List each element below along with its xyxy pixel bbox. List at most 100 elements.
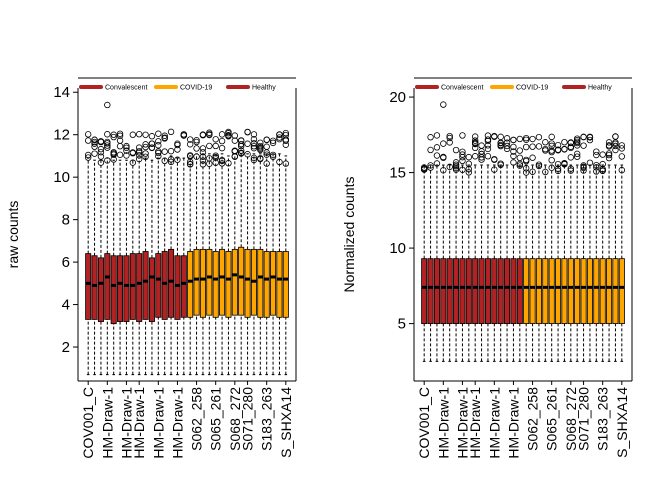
outlier-point [212, 159, 219, 166]
outlier-point [135, 144, 143, 151]
outlier-point [110, 131, 117, 138]
outlier-point [567, 139, 575, 146]
outlier-point [554, 167, 562, 175]
outlier-point [420, 166, 428, 173]
outlier-point [91, 136, 98, 143]
outlier-point [478, 142, 485, 149]
outlier-point [516, 160, 524, 168]
box [117, 255, 124, 322]
outlier-point [250, 136, 258, 143]
x-tick-label: S068_272 [563, 387, 579, 451]
outlier-point [135, 131, 143, 138]
box [231, 248, 238, 316]
outlier-point [263, 151, 270, 158]
outlier-point [104, 101, 111, 109]
outlier-point [471, 144, 479, 152]
x-tick-label: HM-Draw-1 [131, 387, 147, 459]
outlier-point [465, 169, 473, 176]
box [567, 258, 574, 325]
x-tick-label: S071_280 [576, 387, 592, 451]
x-tick-label: HM-Draw-1 [486, 387, 502, 459]
outlier-point [180, 132, 188, 139]
outlier-point [225, 128, 232, 136]
outlier-point [123, 147, 130, 154]
outlier-point [269, 139, 277, 147]
outlier-point [529, 154, 536, 161]
outlier-point [580, 133, 587, 141]
outlier-point [548, 147, 555, 154]
outlier-point [244, 151, 251, 158]
box [212, 251, 219, 318]
outlier-point [269, 153, 277, 160]
x-tick-label: S062_258 [189, 387, 205, 451]
x-tick-label: S183_263 [259, 387, 275, 451]
outlier-point [554, 146, 562, 153]
outlier-point [612, 139, 619, 146]
box [123, 255, 130, 322]
outlier-point [548, 164, 555, 171]
box [206, 248, 213, 316]
box [148, 257, 155, 322]
box [548, 258, 555, 325]
box [484, 258, 491, 325]
outlier-point [452, 146, 460, 154]
outlier-point [148, 140, 156, 147]
outlier-point [148, 133, 156, 140]
outlier-point [123, 144, 130, 151]
box [85, 253, 92, 320]
box [586, 258, 593, 325]
outlier-point [174, 141, 181, 149]
box [593, 258, 600, 325]
outlier-point [580, 164, 587, 172]
outlier-point [206, 129, 213, 136]
outlier-point [282, 129, 290, 137]
outlier-point [129, 149, 137, 157]
outlier-point [618, 166, 626, 174]
outlier-point [446, 139, 453, 146]
outlier-point [503, 135, 511, 142]
outlier-point [104, 142, 111, 149]
outlier-point [116, 143, 124, 150]
outlier-point [167, 158, 175, 166]
box [459, 258, 466, 325]
outlier-point [599, 165, 606, 173]
x-tick-label: S071_280 [240, 387, 256, 451]
outlier-point [593, 168, 600, 175]
outlier-point [510, 159, 517, 166]
outlier-point [257, 139, 264, 146]
box [168, 248, 175, 318]
outlier-point [516, 162, 524, 169]
box [446, 258, 453, 325]
outlier-point [218, 144, 226, 152]
outlier-point [542, 145, 549, 153]
outlier-point [535, 143, 543, 150]
box [465, 258, 472, 325]
box [257, 248, 264, 318]
box [142, 251, 149, 320]
outlier-point [104, 157, 111, 164]
box [491, 258, 498, 325]
outlier-point [459, 166, 466, 173]
outlier-point [104, 131, 111, 138]
box [161, 251, 168, 320]
outlier-point [167, 147, 175, 155]
outlier-point [142, 153, 149, 161]
outlier-point [599, 160, 606, 168]
outlier-point [97, 145, 105, 153]
outlier-point [199, 157, 207, 164]
outlier-point [427, 134, 434, 141]
outlier-point [593, 148, 600, 155]
outlier-point [529, 135, 536, 143]
outlier-point [206, 131, 213, 139]
outlier-point [123, 142, 130, 150]
outlier-point [91, 138, 98, 146]
outlier-point [605, 154, 613, 162]
outlier-point [459, 151, 466, 158]
y-tick-label: 8 [62, 212, 70, 229]
outlier-point [561, 138, 568, 146]
outlier-point [263, 160, 270, 167]
outlier-point [484, 132, 492, 139]
outlier-point [84, 131, 92, 138]
outlier-point [91, 150, 98, 157]
